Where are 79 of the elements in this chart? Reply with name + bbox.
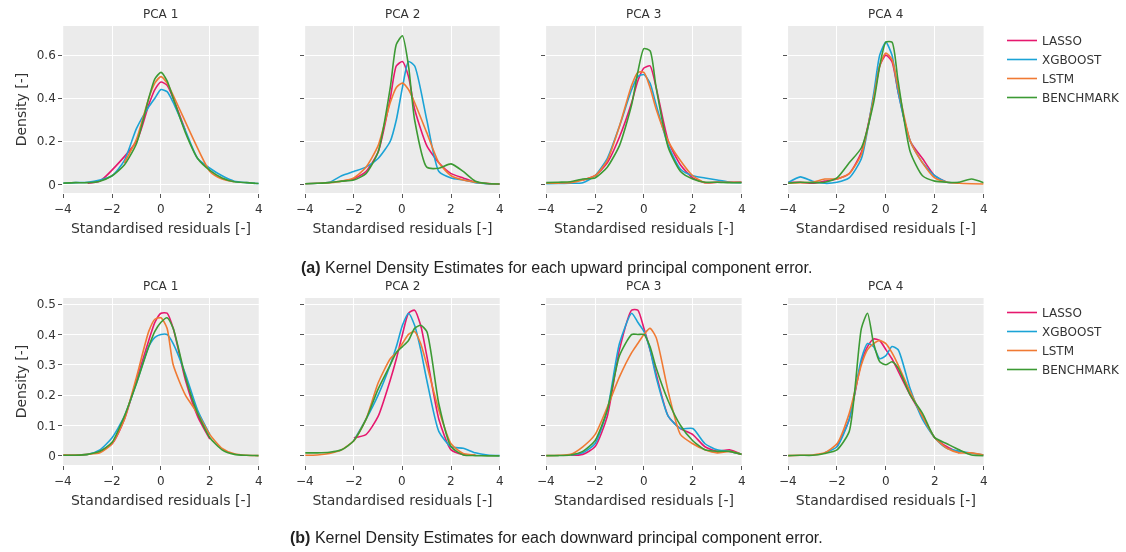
x-axis-title: Standardised residuals [-] [553,220,734,237]
x-tick-label: −2 [345,202,363,216]
x-axis-title: Standardised residuals [-] [70,492,251,509]
legend-label: XGBOOST [1042,325,1103,340]
x-tick-label: −4 [296,474,314,488]
x-tick-label: −2 [345,474,363,488]
x-tick-label: −2 [586,202,604,216]
y-tick-label: 0.4 [36,91,56,106]
legend-label: XGBOOST [1042,53,1103,68]
x-tick-label: 0 [157,474,165,488]
legend-label: LASSO [1042,34,1082,49]
x-tick-label: −4 [296,202,314,216]
x-tick-label: 0 [640,474,648,488]
legend-label: LSTM [1042,72,1074,87]
legend-label: BENCHMARK [1042,91,1121,106]
y-tick-label: 0.2 [36,388,56,403]
x-axis-title: Standardised residuals [-] [312,220,493,237]
chart-title: PCA 1 [143,7,179,21]
legend-label: LSTM [1042,344,1074,359]
x-tick-label: 2 [206,474,214,488]
x-tick-label: 2 [689,202,697,216]
x-axis-title: Standardised residuals [-] [553,492,734,509]
x-tick-label: 4 [255,474,263,488]
y-tick-label: 0.2 [36,134,56,149]
x-tick-label: 0 [398,202,406,216]
y-tick-label: 0 [48,177,56,192]
line-series [86,81,187,185]
x-axis-title: Standardised residuals [-] [70,220,251,237]
x-tick-label: 0 [882,202,890,216]
x-tick-label: 0 [157,202,165,216]
x-tick-label: 4 [496,202,504,216]
x-tick-label: 0 [882,474,890,488]
x-axis-title: Standardised residuals [-] [795,492,976,509]
x-tick-label: −2 [828,474,846,488]
legend-label: LASSO [1042,306,1082,321]
x-tick-label: −2 [103,474,121,488]
x-tick-label: 0 [398,474,406,488]
y-tick-label: 0.1 [36,418,56,433]
x-tick-label: 4 [738,202,746,216]
x-tick-label: 4 [980,474,988,488]
x-tick-label: −2 [103,202,121,216]
x-tick-label: 2 [931,474,939,488]
x-tick-label: 2 [931,202,939,216]
y-tick-label: 0.6 [36,48,56,63]
x-tick-label: −2 [828,202,846,216]
chart-title: PCA 3 [626,7,662,21]
x-tick-label: 4 [738,474,746,488]
y-tick-label: 0.5 [36,297,56,312]
x-tick-label: −2 [586,474,604,488]
x-axis-title: Standardised residuals [-] [312,492,493,509]
x-tick-label: −4 [779,474,797,488]
x-tick-label: 4 [496,474,504,488]
x-tick-label: −4 [779,202,797,216]
chart-title: PCA 3 [626,279,662,293]
x-tick-label: 2 [447,474,455,488]
x-axis-title: Standardised residuals [-] [795,220,976,237]
y-tick-label: 0.3 [36,358,56,372]
x-tick-label: −4 [54,202,72,216]
chart-title: PCA 2 [385,7,421,21]
x-tick-label: 2 [689,474,697,488]
x-tick-label: −4 [537,474,555,488]
x-tick-label: 2 [206,202,214,216]
chart-title: PCA 1 [143,279,179,293]
x-tick-label: 4 [255,202,263,216]
text: (b) Kernel Density Estimates for each downward principal component error. [290,529,823,546]
chart-title: PCA 4 [868,7,904,21]
legend-label: BENCHMARK [1042,363,1121,378]
y-axis-title: Density [-] [13,344,30,419]
x-tick-label: 0 [640,202,648,216]
chart-title: PCA 4 [868,279,904,293]
x-tick-label: 4 [980,202,988,216]
text: (a) Kernel Density Estimates for each upward principal component error. [301,259,813,276]
x-tick-label: −4 [54,474,72,488]
y-tick-label: 0.4 [36,327,56,342]
chart-title: PCA 2 [385,279,421,293]
y-axis-title: Density [-] [13,72,30,147]
y-tick-label: 0 [48,449,56,464]
x-tick-label: −4 [537,202,555,216]
x-tick-label: 2 [447,202,455,216]
